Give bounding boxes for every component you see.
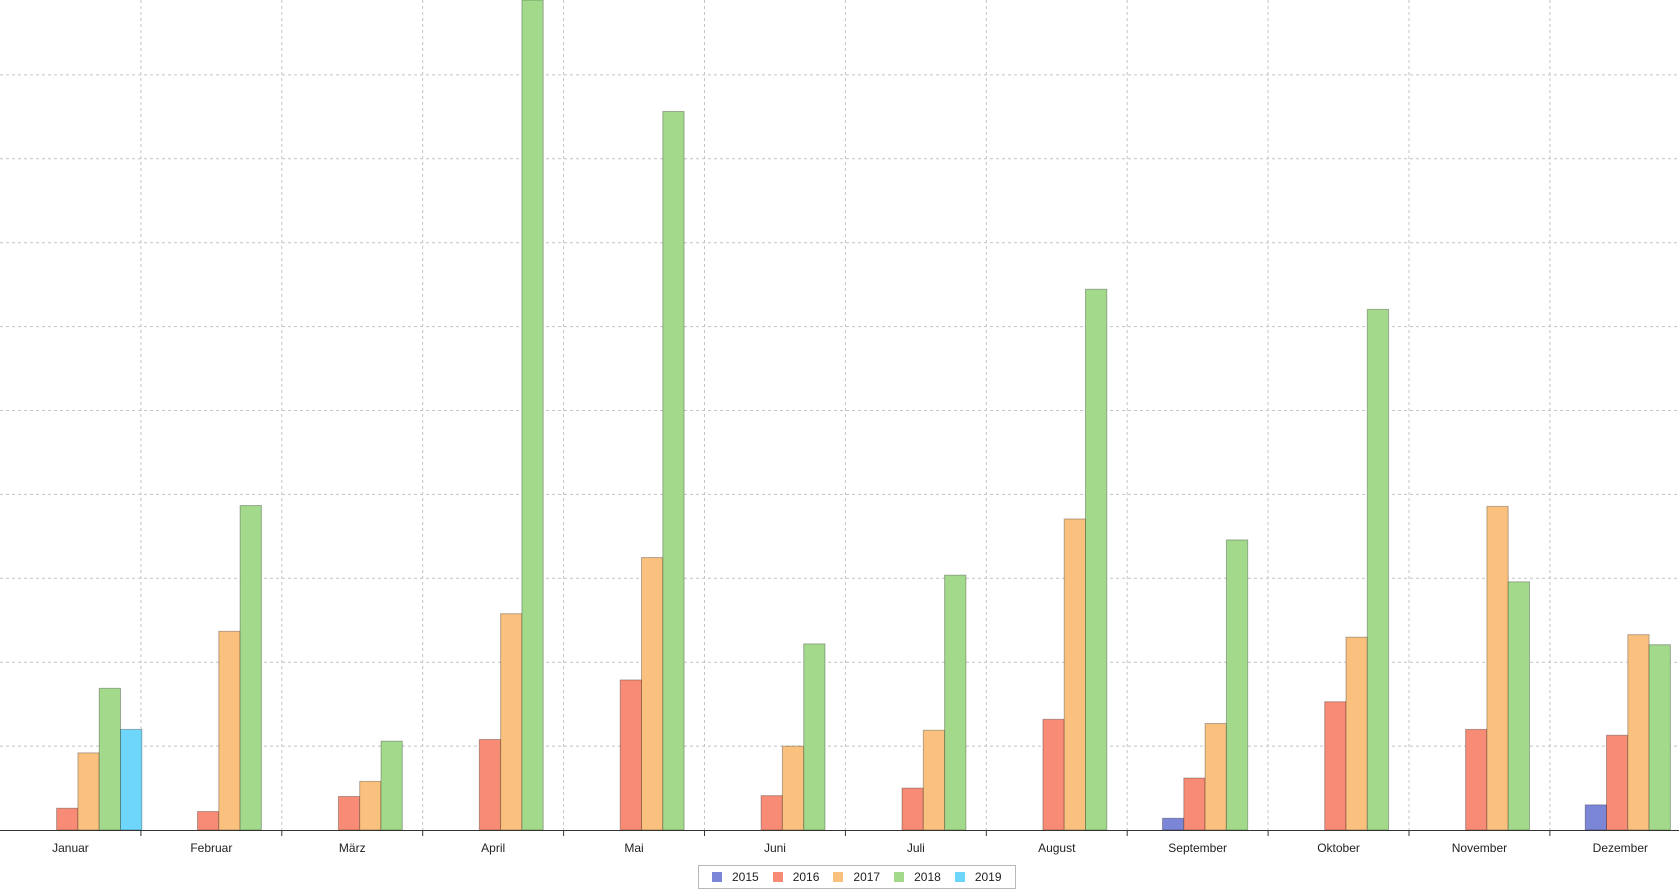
legend-item-2015: 2015 bbox=[712, 870, 759, 884]
bar-2017-november bbox=[1486, 505, 1509, 831]
legend-item-2017: 2017 bbox=[833, 870, 880, 884]
bars bbox=[56, 0, 1671, 831]
x-tick-label: Oktober bbox=[1317, 841, 1360, 855]
bar-2017-juli bbox=[922, 729, 946, 831]
legend-swatch bbox=[833, 872, 844, 882]
bar-2018-august bbox=[1085, 288, 1108, 831]
bar-2017-oktober bbox=[1345, 636, 1368, 831]
bar-2016-september bbox=[1183, 777, 1206, 831]
bar-2018-märz bbox=[380, 740, 403, 831]
bar-2017-august bbox=[1063, 518, 1086, 831]
bar-2017-januar bbox=[77, 752, 100, 831]
x-tick-label: Juni bbox=[764, 841, 786, 855]
x-tick-label: Dezember bbox=[1593, 841, 1648, 855]
bar-2017-april bbox=[500, 613, 523, 831]
bar-2017-februar bbox=[218, 630, 241, 831]
legend-label: 2016 bbox=[792, 870, 820, 884]
bar-2016-november bbox=[1465, 728, 1488, 831]
x-tick-label: März bbox=[339, 841, 366, 855]
legend-item-2016: 2016 bbox=[772, 870, 820, 884]
x-tick-label: August bbox=[1038, 841, 1076, 855]
bar-2017-mai bbox=[641, 557, 664, 831]
bar-2017-dezember bbox=[1627, 634, 1650, 831]
bar-2018-oktober bbox=[1366, 308, 1390, 831]
bar-2017-juni bbox=[781, 745, 805, 831]
bar-2016-dezember bbox=[1606, 734, 1629, 831]
bar-2016-juni bbox=[760, 795, 783, 831]
bar-2018-juni bbox=[803, 643, 826, 831]
x-axis bbox=[0, 830, 1679, 836]
x-tick-label: Januar bbox=[52, 841, 89, 855]
legend: 2015 2016 2017 2018 2019 bbox=[698, 865, 1016, 889]
bar-2016-märz bbox=[337, 795, 361, 831]
bar-2016-februar bbox=[197, 811, 220, 831]
legend-swatch bbox=[954, 872, 965, 882]
bar-2018-september bbox=[1225, 539, 1249, 831]
x-tick-label: November bbox=[1452, 841, 1507, 855]
x-tick-label: Mai bbox=[624, 841, 643, 855]
legend-item-2019: 2019 bbox=[954, 870, 1002, 884]
x-tick-label: September bbox=[1168, 841, 1227, 855]
bar-2018-dezember bbox=[1648, 644, 1671, 831]
bar-2015-september bbox=[1162, 817, 1185, 831]
legend-label: 2018 bbox=[914, 870, 941, 884]
bar-2016-mai bbox=[619, 679, 643, 831]
bar-2016-april bbox=[478, 738, 502, 831]
bar-2016-oktober bbox=[1324, 701, 1347, 831]
legend-item-2018: 2018 bbox=[894, 870, 941, 884]
bar-2018-januar bbox=[98, 687, 121, 831]
x-tick-label: Februar bbox=[190, 841, 232, 855]
bar-2019-januar bbox=[120, 728, 143, 831]
bar-2018-mai bbox=[662, 111, 685, 831]
legend-swatch bbox=[712, 872, 722, 882]
legend-swatch bbox=[772, 872, 783, 882]
bar-2018-februar bbox=[239, 505, 262, 831]
bar-2018-juli bbox=[944, 574, 967, 831]
bar-2016-august bbox=[1042, 718, 1065, 831]
bar-2017-september bbox=[1204, 723, 1227, 831]
x-tick-label: Juli bbox=[907, 841, 925, 855]
legend-label: 2019 bbox=[974, 870, 1002, 884]
bar-2016-juli bbox=[901, 787, 924, 831]
bar-2018-november bbox=[1507, 581, 1530, 831]
bar-2017-märz bbox=[359, 780, 382, 831]
x-tick-label: April bbox=[481, 841, 505, 855]
x-axis-labels: Januar Februar März April Mai Juni Juli August S… bbox=[52, 841, 1648, 855]
legend-label: 2017 bbox=[853, 870, 881, 884]
bar-2015-dezember bbox=[1584, 804, 1607, 831]
bar-2016-januar bbox=[56, 807, 79, 831]
grid-lines bbox=[0, 0, 1679, 830]
legend-swatch bbox=[894, 872, 905, 882]
bar-2018-april bbox=[521, 0, 544, 831]
legend-label: 2015 bbox=[732, 870, 759, 884]
